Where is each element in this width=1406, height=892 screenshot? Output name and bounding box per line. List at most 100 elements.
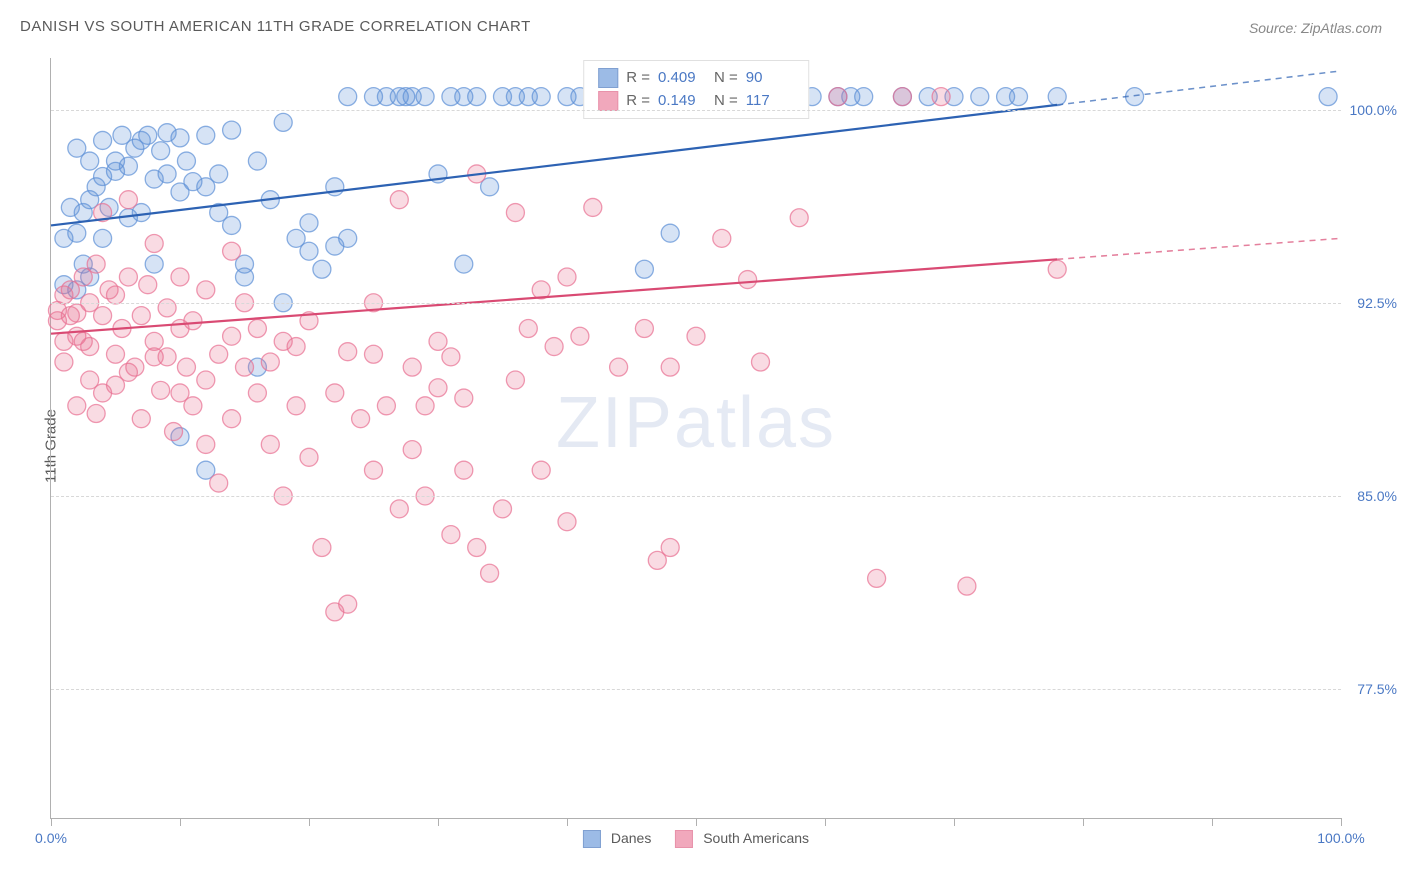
- data-point-south_americans: [223, 327, 241, 345]
- data-point-danes: [236, 268, 254, 286]
- data-point-danes: [339, 229, 357, 247]
- data-point-south_americans: [416, 397, 434, 415]
- data-point-south_americans: [365, 461, 383, 479]
- gridline: [51, 496, 1341, 497]
- data-point-danes: [661, 224, 679, 242]
- legend-item-danes: Danes: [583, 830, 651, 848]
- data-point-south_americans: [584, 198, 602, 216]
- data-point-south_americans: [958, 577, 976, 595]
- data-point-south_americans: [223, 410, 241, 428]
- data-point-south_americans: [481, 564, 499, 582]
- data-point-south_americans: [429, 379, 447, 397]
- regression-line-extrapolated-south_americans: [1057, 238, 1341, 259]
- data-point-south_americans: [687, 327, 705, 345]
- source-attribution: Source: ZipAtlas.com: [1249, 20, 1382, 36]
- data-point-danes: [635, 260, 653, 278]
- xtick: [567, 818, 568, 826]
- data-point-south_americans: [506, 371, 524, 389]
- data-point-danes: [1319, 88, 1337, 106]
- data-point-danes: [171, 129, 189, 147]
- data-point-south_americans: [248, 320, 266, 338]
- plot-area: ZIPatlas R = 0.409 N = 90 R = 0.149 N = …: [50, 58, 1341, 819]
- data-point-south_americans: [455, 461, 473, 479]
- data-point-south_americans: [287, 338, 305, 356]
- data-point-south_americans: [468, 538, 486, 556]
- data-point-south_americans: [210, 474, 228, 492]
- data-point-danes: [81, 152, 99, 170]
- data-point-south_americans: [126, 358, 144, 376]
- data-point-south_americans: [248, 384, 266, 402]
- regression-line-danes: [51, 105, 1057, 226]
- xtick: [438, 818, 439, 826]
- data-point-south_americans: [1048, 260, 1066, 278]
- data-point-danes: [1048, 88, 1066, 106]
- data-point-south_americans: [610, 358, 628, 376]
- data-point-south_americans: [455, 389, 473, 407]
- data-point-south_americans: [494, 500, 512, 518]
- data-point-south_americans: [365, 345, 383, 363]
- data-point-south_americans: [571, 327, 589, 345]
- data-point-south_americans: [107, 345, 125, 363]
- swatch-south-americans: [598, 91, 618, 111]
- data-point-south_americans: [55, 353, 73, 371]
- data-point-south_americans: [390, 500, 408, 518]
- data-point-danes: [158, 165, 176, 183]
- data-point-south_americans: [119, 268, 137, 286]
- data-point-danes: [145, 255, 163, 273]
- data-point-danes: [223, 121, 241, 139]
- data-point-south_americans: [829, 88, 847, 106]
- data-point-south_americans: [158, 299, 176, 317]
- data-point-south_americans: [107, 286, 125, 304]
- data-point-south_americans: [713, 229, 731, 247]
- data-point-south_americans: [132, 410, 150, 428]
- swatch-danes: [598, 68, 618, 88]
- xtick: [309, 818, 310, 826]
- data-point-south_americans: [519, 320, 537, 338]
- data-point-south_americans: [326, 384, 344, 402]
- data-point-south_americans: [145, 234, 163, 252]
- xtick: [954, 818, 955, 826]
- data-point-south_americans: [390, 191, 408, 209]
- data-point-danes: [300, 214, 318, 232]
- data-point-south_americans: [87, 405, 105, 423]
- data-point-south_americans: [145, 332, 163, 350]
- data-point-south_americans: [197, 435, 215, 453]
- data-point-danes: [248, 152, 266, 170]
- data-point-south_americans: [313, 538, 331, 556]
- xtick: [825, 818, 826, 826]
- data-point-south_americans: [429, 332, 447, 350]
- gridline: [51, 303, 1341, 304]
- data-point-danes: [532, 88, 550, 106]
- data-point-south_americans: [545, 338, 563, 356]
- xtick: [1341, 818, 1342, 826]
- data-point-south_americans: [661, 358, 679, 376]
- ytick-label: 100.0%: [1345, 102, 1397, 118]
- data-point-danes: [455, 255, 473, 273]
- data-point-south_americans: [210, 345, 228, 363]
- data-point-danes: [223, 216, 241, 234]
- xtick-label: 0.0%: [35, 830, 67, 846]
- ytick-label: 92.5%: [1345, 295, 1397, 311]
- ytick-label: 85.0%: [1345, 488, 1397, 504]
- data-point-south_americans: [661, 538, 679, 556]
- data-point-south_americans: [932, 88, 950, 106]
- data-point-south_americans: [236, 358, 254, 376]
- legend-bottom: Danes South Americans: [583, 830, 809, 848]
- data-point-south_americans: [403, 441, 421, 459]
- data-point-south_americans: [158, 348, 176, 366]
- data-point-danes: [152, 142, 170, 160]
- xtick: [1083, 818, 1084, 826]
- data-point-danes: [197, 126, 215, 144]
- data-point-south_americans: [558, 268, 576, 286]
- data-point-south_americans: [68, 397, 86, 415]
- data-point-danes: [468, 88, 486, 106]
- xtick: [180, 818, 181, 826]
- xtick: [1212, 818, 1213, 826]
- legend-swatch-south-americans: [675, 830, 693, 848]
- data-point-south_americans: [94, 307, 112, 325]
- data-point-south_americans: [352, 410, 370, 428]
- data-point-danes: [416, 88, 434, 106]
- data-point-south_americans: [339, 595, 357, 613]
- data-point-danes: [274, 113, 292, 131]
- gridline: [51, 689, 1341, 690]
